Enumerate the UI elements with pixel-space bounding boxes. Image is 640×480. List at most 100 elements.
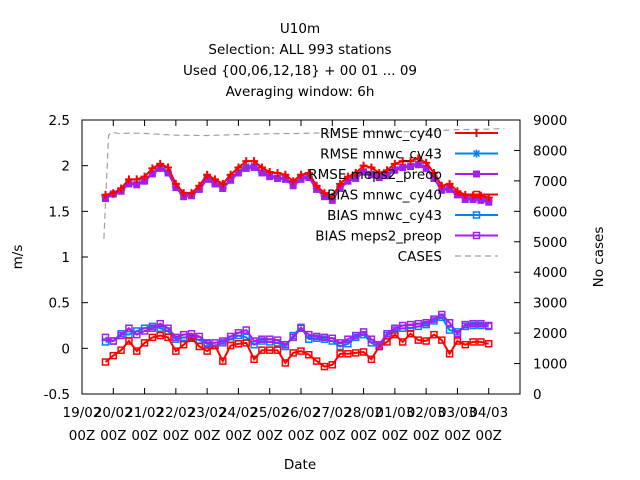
- legend-item: RMSE meps2_preop: [308, 167, 498, 183]
- x-tick-label-date: 20/02: [94, 405, 133, 421]
- data-point: [101, 333, 110, 342]
- x-tick-label-hour: 00Z: [350, 428, 376, 444]
- data-point: [265, 168, 274, 177]
- data-point: [133, 330, 141, 339]
- data-point: [281, 170, 290, 179]
- y2-tick-label: 9000: [533, 113, 567, 129]
- data-point: [273, 336, 282, 344]
- data-point: [351, 168, 360, 177]
- series-layer: [101, 127, 505, 371]
- data-point: [101, 358, 110, 366]
- x-tick-label-hour: 00Z: [413, 428, 439, 444]
- data-point: [312, 357, 321, 365]
- x-tick-label-date: 27/02: [313, 405, 352, 421]
- y-tick-label: 2.5: [49, 113, 70, 129]
- data-point: [148, 164, 157, 173]
- data-point: [438, 310, 446, 319]
- x-tick-label-date: 19/02: [63, 405, 102, 421]
- data-point: [484, 340, 493, 348]
- y2-tick-label: 1000: [533, 357, 567, 373]
- data-point: [367, 163, 376, 172]
- data-point: [414, 154, 423, 163]
- series-cases: [103, 127, 505, 239]
- data-point: [219, 337, 227, 345]
- y2-tick-label: 5000: [533, 235, 567, 251]
- data-point: [156, 159, 165, 168]
- data-point: [484, 321, 493, 330]
- data-point: [265, 346, 274, 354]
- data-point: [289, 333, 297, 342]
- data-point: [305, 335, 313, 343]
- legend-label: BIAS mnwc_cy40: [327, 188, 442, 204]
- data-point: [140, 339, 149, 347]
- data-point: [445, 179, 454, 188]
- x-tick-label-hour: 00Z: [163, 428, 189, 444]
- data-point: [179, 189, 188, 198]
- x-tick-label-date: 02/03: [407, 405, 446, 421]
- legend-item: CASES: [398, 249, 498, 265]
- data-point: [320, 362, 329, 371]
- data-point: [445, 326, 454, 334]
- legend-swatch-marker: [472, 129, 481, 137]
- data-point: [187, 189, 196, 198]
- data-point: [469, 319, 477, 328]
- data-point: [320, 189, 329, 198]
- data-point: [140, 172, 149, 181]
- data-point: [242, 326, 250, 334]
- data-point: [359, 161, 368, 170]
- series-bias-meps2-preop: [101, 310, 493, 349]
- title-line-2: Selection: ALL 993 stations: [208, 42, 391, 58]
- data-point: [125, 337, 133, 345]
- y2-tick-label: 3000: [533, 296, 567, 312]
- data-point: [344, 350, 352, 358]
- data-point: [133, 347, 141, 355]
- data-point: [391, 324, 399, 332]
- data-point: [226, 341, 235, 350]
- x-tick-label-hour: 00Z: [256, 428, 282, 444]
- y-tick-label: 0: [61, 341, 70, 357]
- data-point: [359, 328, 368, 336]
- data-point: [477, 319, 485, 328]
- legend-label: BIAS meps2_preop: [315, 229, 442, 245]
- data-point: [203, 339, 211, 347]
- data-point: [320, 333, 329, 342]
- data-point: [305, 350, 313, 359]
- data-point: [289, 349, 297, 357]
- title-line-1: U10m: [280, 21, 320, 37]
- data-point: [461, 320, 469, 329]
- y-tick-label: 0.5: [49, 296, 70, 312]
- data-point: [304, 168, 313, 177]
- y2-tick-label: 7000: [533, 174, 567, 190]
- x-tick-label-hour: 00Z: [100, 428, 126, 444]
- legend: RMSE mnwc_cy40 RMSE mnwc_cy43 RMSE meps2_p…: [308, 126, 498, 265]
- data-point: [406, 157, 415, 166]
- legend-item: BIAS mnwc_cy40: [327, 188, 498, 204]
- data-point: [367, 355, 376, 364]
- y-axis-label: m/s: [10, 245, 26, 270]
- series-rmse-mnwc-cy40: [101, 154, 493, 202]
- data-point: [226, 170, 235, 179]
- data-point: [469, 338, 477, 346]
- data-point: [101, 338, 110, 346]
- legend-label: RMSE mnwc_cy43: [320, 147, 442, 163]
- data-point: [273, 168, 282, 177]
- data-point: [203, 170, 212, 179]
- data-point: [234, 340, 243, 348]
- data-point: [445, 319, 454, 327]
- data-point: [156, 319, 164, 328]
- data-point: [406, 329, 415, 338]
- x-tick-label-hour: 00Z: [194, 428, 220, 444]
- data-point: [414, 336, 423, 344]
- data-point: [438, 336, 446, 344]
- legend-label: RMSE mnwc_cy40: [320, 126, 442, 142]
- data-point: [210, 175, 219, 184]
- data-point: [109, 189, 118, 198]
- y2-tick-label: 4000: [533, 265, 567, 281]
- data-point: [117, 184, 126, 193]
- data-point: [453, 337, 462, 345]
- data-point: [164, 163, 173, 172]
- data-point: [124, 175, 133, 184]
- x-tick-label-hour: 00Z: [444, 428, 470, 444]
- data-point: [187, 329, 196, 338]
- data-point: [297, 324, 305, 332]
